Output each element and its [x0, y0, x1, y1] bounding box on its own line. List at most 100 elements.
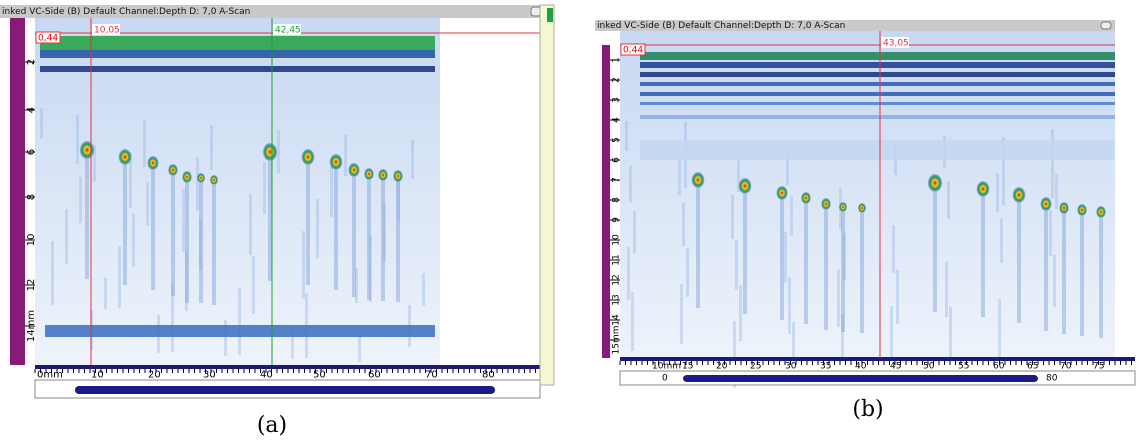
echo-band: [640, 52, 1115, 60]
noise: [735, 240, 738, 290]
noise: [146, 182, 149, 226]
noise: [731, 195, 734, 239]
noise: [837, 269, 840, 327]
noise: [631, 292, 634, 351]
depth-label: 14: [612, 314, 622, 326]
depth-label: 12: [26, 279, 37, 292]
defect-echo: [197, 173, 205, 183]
defect-trail: [743, 194, 747, 314]
noise: [945, 262, 948, 317]
defect-echo: [1077, 204, 1087, 216]
depth-label: 14mm: [26, 310, 37, 342]
noise: [263, 162, 266, 214]
position-label: 20: [716, 362, 728, 372]
scan-area: [620, 31, 1115, 358]
scroll-thumb: [75, 386, 495, 394]
position-label: 70: [1060, 362, 1072, 372]
position-label: 70: [425, 370, 438, 381]
defect-trail: [268, 161, 272, 281]
depth-label: 2: [26, 59, 37, 65]
noise: [1000, 218, 1003, 263]
defect-echo: [119, 149, 132, 165]
caption: (b): [852, 397, 883, 422]
noise: [252, 256, 255, 314]
noise: [788, 277, 791, 334]
noise: [784, 232, 787, 283]
echo-band: [640, 140, 1115, 160]
position-label: 45: [890, 362, 901, 372]
noise: [196, 157, 199, 211]
scroll-start: 0: [662, 374, 668, 384]
defect-echo: [1059, 202, 1069, 214]
defect-trail: [824, 210, 828, 330]
defect-echo: [364, 168, 374, 180]
position-label: 80: [482, 370, 495, 381]
depth-label: 7: [612, 177, 622, 183]
noise: [998, 299, 1001, 361]
noise: [996, 173, 999, 212]
defect-trail: [123, 165, 127, 285]
defect-echo: [302, 149, 315, 165]
noise: [680, 284, 683, 344]
defect-echo: [168, 164, 178, 176]
defect-echo: [839, 202, 847, 212]
defect-trail: [1099, 218, 1103, 338]
noise: [316, 199, 319, 258]
noise: [51, 241, 54, 305]
cursor-v-label: 42,45: [275, 26, 301, 36]
noise: [627, 247, 630, 300]
position-label: 0mm: [37, 370, 63, 381]
defect-echo: [1013, 187, 1026, 203]
position-label: 55: [958, 362, 969, 372]
depth-label: 4: [612, 117, 622, 123]
defect-echo: [977, 181, 990, 197]
defect-echo: [330, 154, 343, 170]
echo-band: [640, 102, 1115, 105]
depth-label: 8: [26, 194, 37, 200]
echo-band: [40, 66, 435, 72]
title: inked VC-Side (B) Default Channel:Depth …: [2, 7, 250, 17]
defect-echo: [210, 175, 218, 185]
defect-echo: [80, 141, 94, 159]
position-label: 75: [1093, 362, 1104, 372]
defect-echo: [739, 178, 752, 194]
noise: [210, 125, 213, 170]
defect-trail: [381, 181, 385, 301]
echo-band: [45, 325, 435, 337]
noise: [682, 203, 685, 246]
defect-trail: [860, 213, 864, 333]
depth-label: 6: [612, 157, 622, 163]
defect-echo: [1040, 197, 1051, 211]
noise: [686, 248, 689, 297]
noise: [118, 246, 121, 308]
defect-trail: [804, 204, 808, 324]
noise: [104, 278, 107, 309]
noise: [422, 273, 425, 306]
noise: [76, 115, 79, 164]
defect-echo: [263, 143, 277, 161]
defect-trail: [171, 176, 175, 296]
cursor-h-label: 0,44: [623, 46, 643, 56]
defect-trail: [1044, 211, 1048, 331]
echo-band: [640, 92, 1115, 96]
defect-echo: [692, 172, 705, 188]
noise: [249, 194, 252, 255]
defect-trail: [696, 188, 700, 308]
defect-echo: [776, 186, 787, 200]
noise: [182, 189, 185, 252]
defect-trail: [367, 180, 371, 300]
position-label: 40: [855, 362, 867, 372]
position-label: 10: [91, 370, 104, 381]
noise: [132, 214, 135, 267]
depth-label: 6: [26, 149, 37, 155]
position-label: 15: [682, 362, 693, 372]
defect-trail: [151, 170, 155, 290]
defect-echo: [801, 192, 811, 204]
echo-band: [640, 62, 1115, 68]
echo-band: [640, 72, 1115, 77]
defect-echo: [1096, 206, 1106, 218]
defect-trail: [199, 183, 203, 303]
position-label: 10mm: [652, 362, 681, 372]
defect-trail: [212, 185, 216, 305]
side-panel: [540, 5, 554, 385]
